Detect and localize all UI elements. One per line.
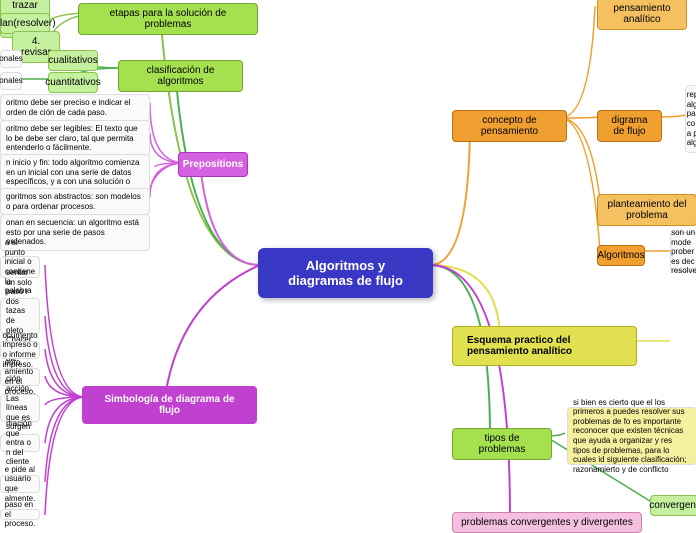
node-prepositions[interactable]: Prepositions [178,152,248,177]
node-s3: ocumento impreso o o informe impreso. [0,341,40,359]
node-alg1: oritmo debe ser preciso e indicar el ord… [0,94,150,121]
node-tipos[interactable]: tipos de problemas [452,428,552,460]
node-cuantit[interactable]: cuantitativos [48,72,98,93]
node-problemas[interactable]: problemas convergentes y divergentes [452,512,642,533]
node-s6: mación que entra o n del cliente [0,434,40,452]
node-onales1: onales [0,50,22,68]
node-s2: sentar un solo paso r dos tazas de pleto… [0,298,40,334]
node-s5: ción acción. Las líneas que es surgen de [0,394,40,422]
node-alg2: oritmo debe ser legibles: El texto que l… [0,120,150,157]
node-pensamiento[interactable]: pensamiento analítico [597,0,687,30]
node-onales2: onales [0,72,22,90]
node-alg-desc: son un mode prober es dec resolve [670,232,696,272]
node-planteamiento[interactable]: planteamiento del problema [597,194,696,226]
node-diag-desc: rep alg pa co a p alg [685,85,696,153]
node-algoritmos[interactable]: Algoritmos [597,245,645,266]
node-clasif[interactable]: clasificación de algoritmos [118,60,243,92]
node-etapas[interactable]: etapas para la solución de problemas [78,3,258,35]
node-alg4: goritmos son abstractos: son modelos o p… [0,188,150,215]
node-esquema[interactable]: Esquema practico del pensamiento analíti… [452,326,637,366]
node-tipos-desc: si bien es cierto que el los primeros a … [567,407,696,465]
node-s8: paso en el proceso. [0,509,40,520]
node-convergent[interactable]: convergent [650,495,696,516]
node-concepto[interactable]: concepto de pensamiento [452,110,567,142]
central-topic[interactable]: Algoritmos y diagramas de flujo [258,248,433,298]
node-s7: e pide al usuario que almente. [0,475,40,493]
node-cualit[interactable]: cualitativos [48,50,98,71]
node-simbologia[interactable]: Simbología de diagrama de flujo [82,386,257,424]
node-diagrama[interactable]: digrama de flujo [597,110,662,142]
